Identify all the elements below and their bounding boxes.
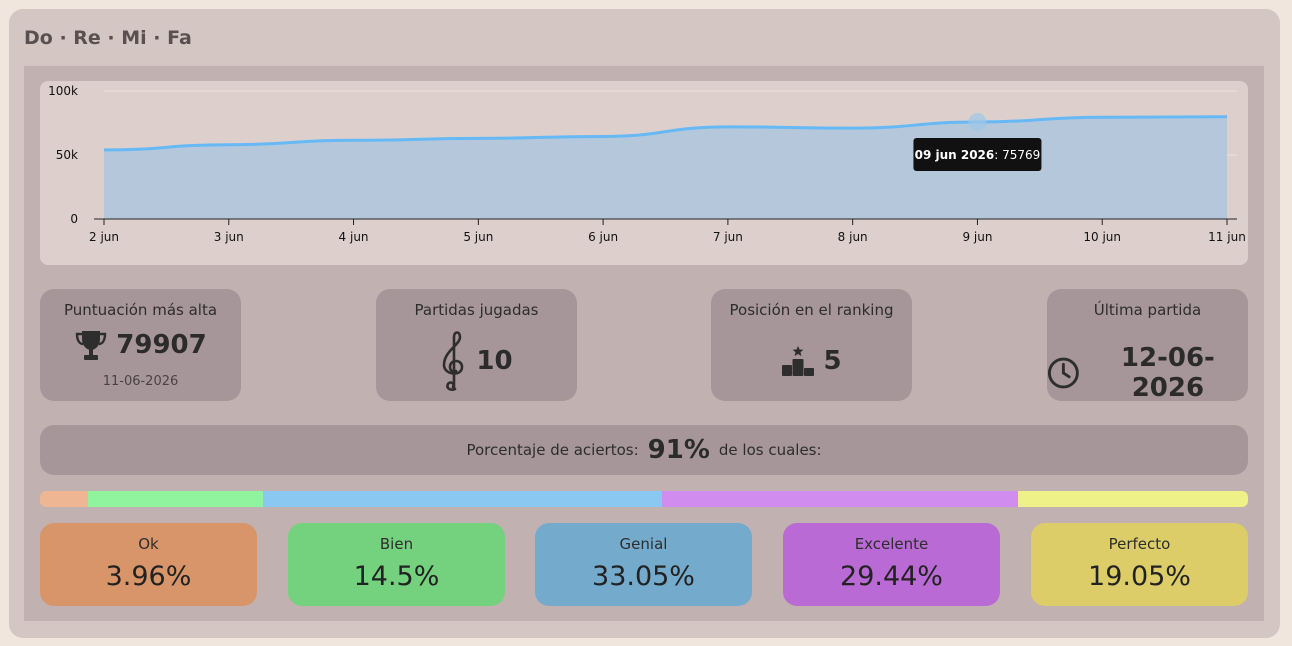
breakdown-label: Excelente — [854, 535, 929, 553]
y-tick-label: 100k — [48, 84, 78, 98]
x-tick-label: 6 jun — [588, 230, 618, 244]
x-tick-label: 3 jun — [214, 230, 244, 244]
stat-ranking: Posición en el ranking 5 — [711, 289, 912, 401]
x-tick-label: 9 jun — [962, 230, 992, 244]
breakdown-label: Ok — [138, 535, 159, 553]
breakdown-value: 14.5% — [353, 561, 440, 592]
accuracy-prefix: Porcentaje de aciertos: — [466, 441, 639, 459]
breakdown-card-ok: Ok 3.96% — [40, 523, 257, 606]
stat-last-game: Última partida 12-06-2026 — [1047, 289, 1248, 403]
breakdown-label: Perfecto — [1108, 535, 1171, 553]
series-line — [103, 115, 1228, 152]
breakdown-card-genial: Genial 33.05% — [535, 523, 752, 606]
tooltip-text: 09 jun 2026: 75769 — [915, 148, 1041, 162]
x-tick-label: 5 jun — [463, 230, 493, 244]
breakdown-value: 19.05% — [1088, 561, 1191, 592]
breakdown-label: Genial — [619, 535, 668, 553]
breakdown-value: 3.96% — [105, 561, 192, 592]
x-tick-label: 10 jun — [1083, 230, 1121, 244]
stat-played-value: 10 — [476, 346, 513, 376]
x-tick-label: 8 jun — [838, 230, 868, 244]
stat-played-label: Partidas jugadas — [414, 301, 539, 319]
podium-icon — [782, 346, 815, 376]
stat-highest-label: Puntuación más alta — [63, 301, 218, 319]
breakdown-value: 29.44% — [840, 561, 943, 592]
stat-games-played: Partidas jugadas 10 — [376, 289, 577, 401]
x-tick-label: 7 jun — [713, 230, 743, 244]
breakdown-card-excelente: Excelente 29.44% — [783, 523, 1000, 606]
breakdown-segment-perfecto — [1017, 491, 1248, 507]
stat-last-label: Última partida — [1093, 301, 1202, 319]
treble-clef-icon — [443, 331, 464, 391]
tooltip-box — [913, 138, 1042, 172]
score-chart: 0 50k 100k 2 jun 3 jun 4 jun 5 jun 6 jun 7 jun 8 … — [40, 81, 1248, 265]
breakdown-segment-ok — [40, 491, 88, 507]
accuracy-suffix: de los cuales: — [718, 441, 822, 459]
x-tick-label: 4 jun — [339, 230, 369, 244]
accuracy-value: 91% — [647, 435, 710, 465]
y-tick-label: 50k — [56, 148, 78, 162]
breakdown-segment-bien — [87, 491, 263, 507]
accuracy-summary: Porcentaje de aciertos: 91% de los cuale… — [40, 425, 1248, 475]
breakdown-card-perfecto: Perfecto 19.05% — [1031, 523, 1248, 606]
trophy-icon — [76, 331, 107, 360]
accuracy-breakdown-bar — [40, 491, 1248, 507]
score-chart-svg: 0 50k 100k 2 jun 3 jun 4 jun 5 jun 6 jun 7 jun 8 … — [48, 84, 1246, 244]
stat-highest-score: Puntuación más alta 79907 11-06-2026 — [40, 289, 241, 401]
stat-ranking-label: Posición en el ranking — [729, 301, 894, 319]
stat-highest-date: 11-06-2026 — [102, 374, 179, 389]
page-title: Do · Re · Mi · Fa — [24, 27, 192, 49]
breakdown-card-bien: Bien 14.5% — [288, 523, 505, 606]
tooltip-value: : 75769 — [994, 148, 1040, 162]
breakdown-label: Bien — [379, 535, 414, 553]
breakdown-value: 33.05% — [592, 561, 695, 592]
stat-highest-value: 79907 — [116, 330, 207, 360]
hover-point — [968, 113, 987, 132]
x-tick-label: 11 jun — [1208, 230, 1246, 244]
breakdown-segment-excelente — [662, 491, 1018, 507]
tooltip-date: 09 jun 2026 — [915, 148, 995, 162]
y-tick-label: 0 — [70, 212, 78, 226]
stat-last-value: 12-06-2026 — [1120, 343, 1215, 403]
breakdown-segment-genial — [262, 491, 663, 507]
x-tick-label: 2 jun — [89, 230, 119, 244]
stat-ranking-value: 5 — [823, 346, 842, 376]
clock-icon — [1047, 357, 1079, 389]
